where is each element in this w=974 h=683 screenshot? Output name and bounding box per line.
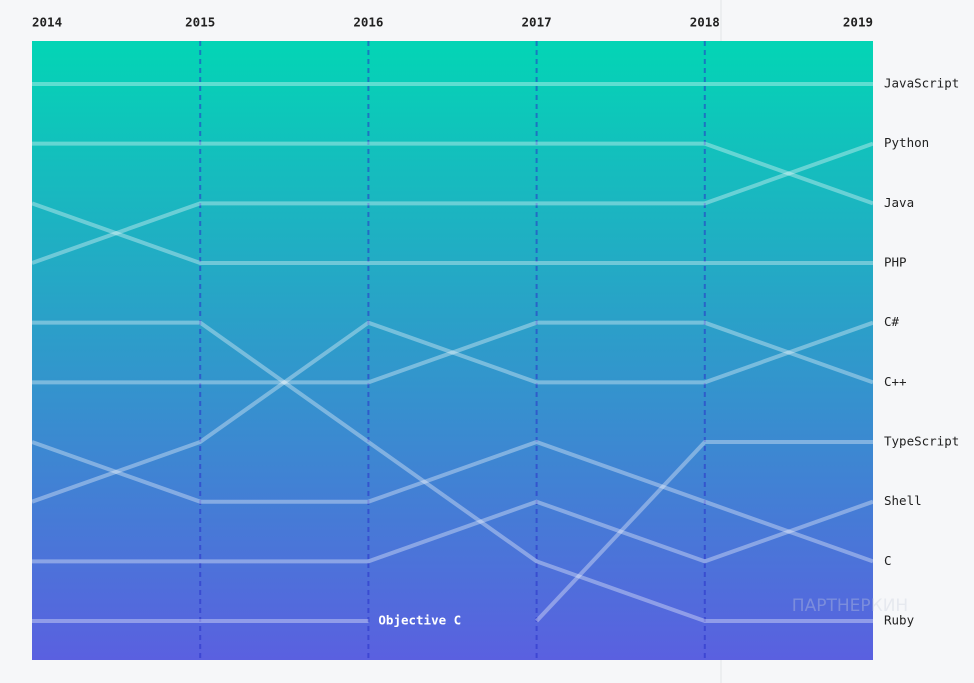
rank-line — [31, 141, 874, 265]
series-label: C — [884, 553, 892, 568]
x-tick-label: 2019 — [843, 15, 873, 30]
x-tick-label: 2018 — [690, 15, 720, 30]
series-label: C# — [884, 314, 900, 329]
rank-line — [31, 439, 874, 564]
series-label: Java — [884, 195, 914, 210]
rank-line — [32, 320, 873, 624]
series-label: PHP — [884, 255, 907, 270]
series-label: Ruby — [884, 613, 915, 628]
x-tick-label: 2016 — [353, 15, 383, 30]
rank-line — [31, 320, 874, 504]
series-label: C++ — [884, 374, 907, 389]
rank-line — [32, 499, 874, 564]
rank-line — [32, 141, 874, 206]
series-label: Python — [884, 135, 929, 150]
series-label: TypeScript — [884, 434, 959, 449]
plot-area — [32, 41, 873, 660]
watermark: ПАРТНЕРКИН — [792, 596, 908, 616]
x-tick-label: 2017 — [522, 15, 552, 30]
rank-line — [32, 320, 874, 385]
x-tick-label: 2014 — [32, 15, 62, 30]
rank-line — [535, 440, 873, 623]
x-tick-label: 2015 — [185, 15, 215, 30]
rank-line — [31, 201, 873, 266]
series-label: JavaScript — [884, 76, 959, 91]
series-label: Shell — [884, 493, 922, 508]
series-label: Objective C — [378, 613, 461, 628]
